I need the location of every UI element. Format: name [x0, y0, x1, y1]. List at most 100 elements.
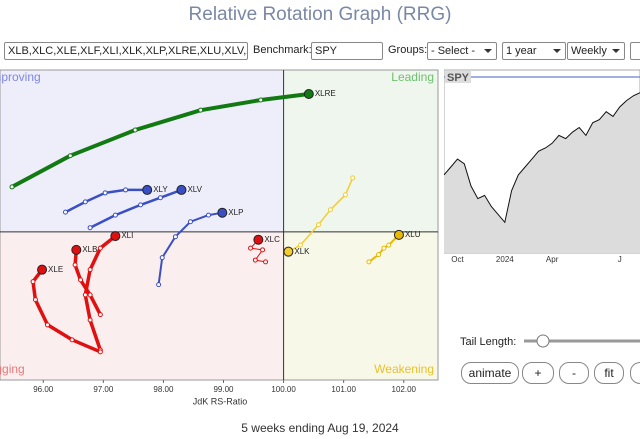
tail-point — [159, 255, 165, 261]
tail-head — [217, 207, 228, 218]
tail-point — [72, 262, 78, 268]
animate-button[interactable]: animate — [461, 362, 519, 384]
plot-frame — [0, 69, 439, 381]
tail-length-label: Tail Length: — [460, 336, 517, 348]
tail-line — [10, 92, 311, 189]
x-tick-label: 99.00 — [213, 385, 234, 394]
footer-caption: 5 weeks ending Aug 19, 2024 — [241, 421, 399, 435]
rrg-chart: Improving Leading Weakening Lagging 96.00 97.… — [0, 69, 439, 406]
groups-label: Groups: — [388, 44, 428, 56]
tail-point — [87, 267, 93, 273]
benchmark-input[interactable]: SPY — [311, 42, 383, 60]
tail-point — [252, 257, 258, 263]
tail-point — [205, 212, 211, 218]
tail-point — [386, 242, 392, 248]
tail-point — [172, 234, 178, 240]
tail-head — [176, 184, 187, 195]
quadrant-label: Leading — [391, 70, 434, 84]
benchmark-symbol: SPY — [447, 72, 470, 84]
period-select[interactable]: 1 year — [502, 42, 566, 60]
series-label: XLB — [82, 245, 97, 254]
x-axis-label: JdK RS-Ratio — [193, 396, 248, 406]
extra-control[interactable] — [630, 42, 640, 60]
series-label: XLC — [264, 235, 280, 244]
x-tick-label: 96.00 — [33, 385, 54, 394]
tail-point — [82, 292, 88, 298]
tail-point — [258, 97, 264, 103]
tail-point — [297, 242, 303, 248]
quadrant — [283, 231, 438, 380]
x-tick-label: 97.00 — [93, 385, 114, 394]
tail-point — [69, 337, 75, 343]
minus-button[interactable]: - — [559, 362, 589, 384]
tail-point — [9, 184, 15, 190]
quadrant-label: Weakening — [374, 362, 434, 376]
tail-point — [97, 245, 103, 251]
tail-point — [44, 322, 50, 328]
symbol-badge — [445, 71, 471, 83]
x-tick-label: 2024 — [496, 255, 514, 264]
slider-knob[interactable] — [536, 334, 550, 348]
tail-point — [248, 245, 254, 251]
symbols-input[interactable]: XLB,XLC,XLE,XLF,XLI,XLK,XLP,XLRE,XLU,XLV… — [4, 42, 248, 60]
page-title: Relative Rotation Graph (RRG) — [188, 4, 452, 25]
tail-point — [138, 202, 144, 208]
tail-point — [263, 259, 269, 265]
tail-head — [142, 184, 153, 195]
x-tick-label: Apr — [546, 255, 559, 264]
tail-point — [78, 277, 84, 283]
tail-point — [97, 312, 103, 318]
series-label: XLK — [294, 247, 310, 256]
tail-slider[interactable] — [520, 333, 640, 349]
tail-head — [71, 244, 82, 255]
plus-button[interactable]: + — [522, 362, 554, 384]
benchmark-label: Benchmark: — [253, 44, 312, 56]
tail-point — [157, 195, 163, 201]
tail-point — [87, 317, 93, 323]
x-tick-label: 101.00 — [331, 385, 356, 394]
tail-point — [156, 282, 162, 288]
tail-point — [87, 225, 93, 231]
tail-point — [87, 292, 93, 298]
tail-point — [376, 252, 382, 258]
tail-head — [253, 234, 264, 245]
series-label: XLP — [228, 208, 243, 217]
tail-point — [342, 192, 348, 198]
tail-point — [187, 219, 193, 225]
tail-point — [82, 199, 88, 205]
tail-head — [283, 246, 294, 257]
x-tick-label: Oct — [451, 255, 464, 264]
tail-point — [112, 212, 118, 218]
tail-point — [30, 279, 36, 285]
benchmark-line-series — [444, 92, 640, 224]
tail-point — [350, 175, 356, 181]
more-button[interactable] — [630, 362, 640, 384]
tail-point — [315, 222, 321, 228]
groups-select[interactable]: - Select - — [427, 42, 497, 60]
tail-point — [381, 245, 387, 251]
tail-point — [32, 297, 38, 303]
x-tick-label: 100.00 — [271, 385, 296, 394]
tail-head — [37, 264, 48, 275]
series-label: XLI — [121, 231, 133, 240]
series-label: XLY — [153, 185, 168, 194]
series-label: XLV — [187, 185, 202, 194]
x-tick-label: 98.00 — [153, 385, 174, 394]
tail-head — [303, 88, 314, 99]
series-label: XLU — [405, 230, 421, 239]
tail-point — [97, 349, 103, 355]
tail-point — [260, 247, 266, 253]
series-label: XLE — [48, 265, 63, 274]
tail-point — [132, 127, 138, 133]
tail-point — [123, 187, 129, 193]
tail-point — [62, 209, 68, 215]
tail-head — [393, 229, 404, 240]
quadrant-label: Improving — [0, 70, 41, 84]
fit-button[interactable]: fit — [594, 362, 624, 384]
quadrant-label: Lagging — [0, 362, 25, 376]
benchmark-area — [444, 92, 640, 253]
quadrant — [0, 231, 284, 380]
tail-point — [198, 107, 204, 113]
frequency-select[interactable]: Weekly — [567, 42, 625, 60]
